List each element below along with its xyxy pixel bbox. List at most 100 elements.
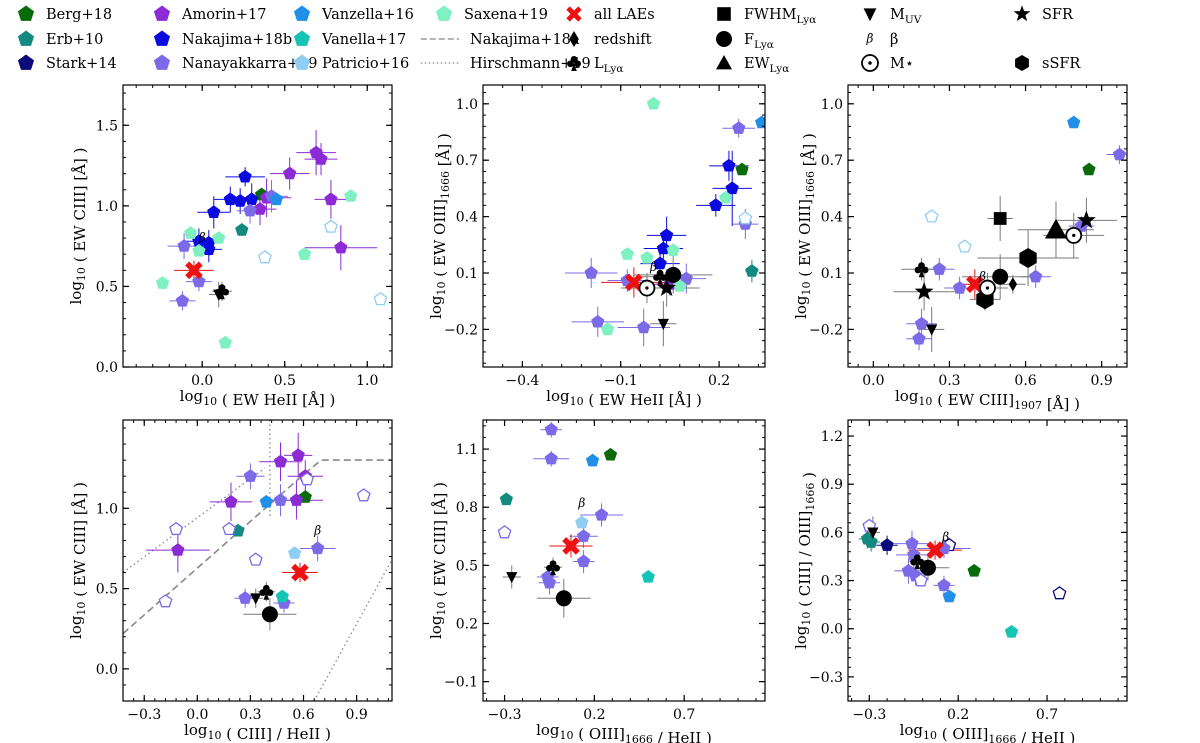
legend-item-amorin-17: Amorin+17 [153,5,266,23]
y-tick-label-p3-1: 0.1 [821,266,843,282]
y-tick-label-p6-5: 1.2 [821,429,843,445]
data-point-p6-nanayakkarra-19-7 [905,536,919,550]
data-point-p2-nanayakkarra-19-9 [732,121,746,134]
panels: β 0.0 0.5 1.0 0.0 0.5 1.0 1.5 log10 ( EW HeII [Å… [67,84,1128,743]
y-tick-label-p5-1: 0.2 [456,616,478,632]
legend-marker-ssfr [1015,55,1029,71]
data-point-p3-nanayakkarra-19-7 [912,331,926,345]
data-point-p1-saxena-19-26 [155,276,170,289]
data-point-p2-nanayakkarra-19-16 [679,271,693,285]
data-point-p2-saxena-19-21 [620,247,634,260]
legend-label-item: β [890,32,898,48]
data-point-p2-patricio-16-17 [738,211,753,225]
x-tick-label-p2-2: 0.2 [708,373,730,389]
data-point-p6-nanayakkarra-19-11 [937,578,951,591]
y-tick-label-p4-0: 0.0 [96,662,118,678]
y-axis-label-p1: log10 ( EW CIII] [Å] ) [67,148,89,305]
ticks-p4: −0.3 0.0 0.3 0.6 0.9 0.0 0.5 1.0 [96,420,392,723]
data-point-p6-stark-14-4 [880,538,894,551]
legend-item-nakajima-18b: Nakajima+18b [153,30,292,48]
plot-area-p2: β [564,96,765,347]
data-point-p4-m-uv-25 [250,593,262,605]
data-point-p2-saxena-19-20 [600,322,615,336]
data-point-p2-saxena-19-24 [673,279,687,292]
legend-marker-redshift [569,31,579,47]
legend-item-stark-14: Stark+14 [17,54,117,72]
plot-area-p6: β [858,516,1067,638]
x-tick-label-p4-2: 0.3 [239,707,261,723]
y-tick-label-p6-2: 0.3 [821,574,843,590]
data-point-p1-saxena-19-31 [297,247,312,260]
legend-label-berg-18: Berg+18 [46,7,112,23]
legend-item-berg-18: Berg+18 [17,5,112,23]
y-axis-label-p3: log10 ( EW OIII]1666 [Å] ) [792,133,818,319]
y-tick-label-p1-0: 0.0 [96,360,118,376]
legend-marker-item: β [866,32,874,46]
data-point-p2-nakajima-18b-5 [709,198,723,212]
data-point-p2-nanayakkarra-19-14 [637,320,651,334]
legend-item-sfr: SFR [1013,5,1074,23]
data-point-p1-nakajima-18b-11 [233,194,247,207]
legend-item-fwhm-ly: FWHMLyα [717,7,816,26]
legend-label-ssfr: sSFR [1042,56,1081,72]
data-point-p1-nakajima-18b-16 [202,242,216,256]
data-point-p5-all-laes-13 [562,537,580,555]
legend-item-f-ly: FLyα [716,31,774,51]
data-point-p3-nanayakkarra-19-1 [1112,147,1127,161]
legend-label-patricio-16: Patricio+16 [322,56,409,72]
legend-label-all-laes: all LAEs [594,7,655,23]
data-point-p2-saxena-19-22 [640,251,654,264]
data-point-p2-saxena-19-23 [666,243,680,257]
legend-label-l-ly: LLyα [594,56,623,75]
data-point-p6-stark-14-6 [1052,586,1067,600]
axes-frame-p2 [482,84,766,368]
y-tick-label-p2-4: 1.0 [456,97,478,113]
data-point-p2-nakajima-18b-8 [653,256,667,270]
data-point-p1-nakajima-18b-9 [238,169,252,183]
data-point-p5-patricio-16-6 [575,515,589,529]
legend-item-vanella-17: Vanella+17 [293,30,406,48]
data-point-p2-m-uv-30 [657,318,669,331]
legend-label-m-uv: MUV [890,7,922,26]
legend-item-nakajima-18a: Nakajima+18a [420,32,580,48]
legend-item-vanzella-16: Vanzella+16 [293,5,414,23]
data-point-p4-amorin-17-7 [171,543,185,556]
y-tick-label-p6-4: 0.9 [821,477,843,493]
data-point-p1-amorin-17-6 [253,202,267,215]
data-point-p2-f-ly-26 [665,266,682,283]
data-point-p1-nakajima-18b-10 [223,192,237,206]
data-point-p6-vanzella-16-14 [942,589,956,603]
data-point-p6-item-20: β [941,530,949,544]
y-tick-label-p2-0: −0.2 [444,322,478,338]
panel-p1: β 0.0 0.5 1.0 0.0 0.5 1.0 1.5 log10 ( EW HeII [Å… [67,84,393,409]
data-point-p2-erb-10-1 [745,264,759,277]
legend-marker-sfr [1013,5,1031,22]
y-tick-label-p3-4: 1.0 [821,97,843,113]
legend-label-m: M⋆ [890,56,914,72]
plot-area-p4: β [123,420,392,701]
legend-marker-m-uv [863,8,877,22]
x-tick-label-p5-0: −0.3 [488,707,522,723]
svg-text:β: β [198,231,206,245]
data-point-p5-nanayakkarra-19-10 [576,554,591,568]
data-point-p1-nanayakkarra-19-21 [192,274,206,288]
x-axis-label-p2: log10 ( EW HeII [Å] ) [546,387,702,409]
axes-frame-p5 [482,419,766,702]
data-point-p2-nanayakkarra-19-13 [591,314,605,328]
svg-text:β: β [649,260,657,274]
data-point-p5-nanayakkarra-19-7 [497,525,512,539]
data-point-p5-f-ly-14 [555,590,572,607]
legend-label-nakajima-18a: Nakajima+18a [470,32,580,48]
data-point-p1-item-36: β [198,231,206,245]
data-point-p5-vanzella-16-4 [585,453,600,467]
panel-p3: β 0.0 0.3 0.6 0.9 −0.2 0.1 0.4 0.7 1.0 log10 ( EW … [792,84,1128,413]
legend-label-vanzella-16: Vanzella+16 [321,7,414,23]
y-tick-label-p5-2: 0.5 [456,558,478,574]
legend-marker-nanayakkarra-19 [153,54,171,70]
data-point-p4-nanayakkarra-19-18 [222,521,237,536]
plot-area-p1: β [155,130,388,349]
y-tick-label-p2-3: 0.7 [456,153,478,169]
data-point-p1-nakajima-18b-12 [245,192,259,206]
data-point-p2-nakajima-18b-3 [722,158,736,172]
legend-label-saxena-19: Saxena+19 [464,7,548,23]
